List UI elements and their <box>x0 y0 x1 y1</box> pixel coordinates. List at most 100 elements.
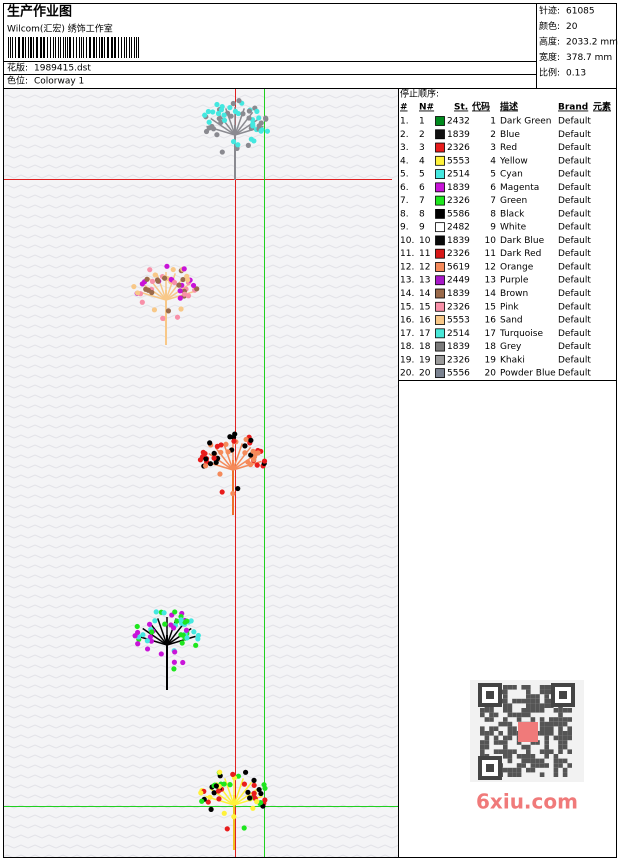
row-needle: 1 <box>419 117 425 127</box>
row-index: 20. <box>400 369 414 379</box>
row-brand: Default <box>558 130 591 140</box>
qr-module <box>489 726 494 731</box>
watermark: 6xiu.com <box>476 790 578 814</box>
row-code: 1 <box>490 117 496 127</box>
barcode-bar <box>55 37 56 58</box>
qr-module <box>558 740 563 745</box>
tree-branch <box>148 621 168 646</box>
tree-leaf <box>184 618 190 624</box>
row-stitches: 2482 <box>447 223 470 233</box>
row-index: 6. <box>400 183 409 193</box>
row-needle: 15 <box>419 302 430 312</box>
tree-leaf <box>158 651 164 657</box>
row-index: 3. <box>400 143 409 153</box>
row-brand: Default <box>558 183 591 193</box>
barcode-bar <box>129 37 130 58</box>
row-stitches: 2449 <box>447 276 470 286</box>
qr-module <box>489 731 494 736</box>
row-code: 12 <box>485 262 496 272</box>
qr-module <box>493 740 499 745</box>
qr-module <box>493 735 499 741</box>
row-index: 7. <box>400 196 409 206</box>
row-description: Blue <box>500 130 520 140</box>
qr-module <box>539 708 545 713</box>
row-brand: Default <box>558 209 591 219</box>
row-stitches: 2514 <box>447 329 470 339</box>
row-index: 13. <box>400 276 414 286</box>
qr-module <box>480 744 485 750</box>
barcode-bar <box>25 37 26 58</box>
row-index: 18. <box>400 342 414 352</box>
design-preview <box>131 98 270 850</box>
tree-leaf <box>224 826 230 832</box>
tree-leaf <box>256 123 262 129</box>
barcode-bar <box>30 37 32 58</box>
qr-module <box>544 749 549 754</box>
stat-label: 宽度: <box>539 51 560 63</box>
qr-module <box>526 703 531 708</box>
row-needle: 2 <box>419 130 425 140</box>
qr-module <box>516 717 522 722</box>
row-stitches: 2432 <box>447 117 470 127</box>
tree-leaf <box>218 442 224 448</box>
color-swatch <box>435 222 445 233</box>
tree-leaf <box>197 457 204 463</box>
tree-leaf <box>235 142 241 148</box>
qr-module <box>562 717 568 722</box>
barcode-bar <box>15 37 16 58</box>
color-swatch <box>435 301 445 312</box>
qr-module <box>503 694 508 699</box>
qr-finder-center <box>486 691 494 699</box>
tree-leaf <box>247 461 254 468</box>
qr-module <box>567 731 572 736</box>
row-code: 18 <box>485 342 497 352</box>
qr-module <box>558 726 563 731</box>
barcode-bar <box>121 37 122 58</box>
qr-module <box>503 703 508 708</box>
qr-module <box>480 731 485 736</box>
qr-module <box>507 708 513 713</box>
qr-module <box>503 767 508 773</box>
qr-module <box>503 721 508 727</box>
tree-leaf <box>227 434 233 440</box>
qr-module <box>558 763 563 768</box>
row-index: 2. <box>400 130 409 140</box>
tree-leaf <box>179 640 185 646</box>
tree-leaf <box>171 666 177 672</box>
tree-leaf <box>219 489 225 495</box>
row-code: 7 <box>490 196 496 206</box>
qr-module <box>539 685 545 690</box>
row-needle: 4 <box>419 156 425 166</box>
tree-leaf <box>227 105 233 111</box>
color-swatch <box>435 288 445 299</box>
tree-leaf <box>250 448 256 454</box>
row-needle: 6 <box>419 183 425 193</box>
qr-module <box>553 721 559 727</box>
row-stitches: 1839 <box>447 130 470 140</box>
tree-leaf <box>198 790 204 796</box>
qr-module <box>544 698 549 704</box>
stat-value: 61085 <box>566 7 595 17</box>
qr-module <box>539 726 545 731</box>
qr-module <box>516 740 522 745</box>
tree-leaf <box>176 282 182 288</box>
qr-module <box>539 763 545 768</box>
barcode-bar <box>134 37 135 58</box>
row-brand: Default <box>558 342 591 352</box>
tree-leaf <box>208 806 214 812</box>
tree-leaf <box>152 618 158 624</box>
qr-module <box>484 731 490 736</box>
row-stitches: 5553 <box>447 156 470 166</box>
row-needle: 9 <box>419 223 425 233</box>
tree-leaf <box>256 786 262 793</box>
tree-branch <box>232 446 252 471</box>
tree-leaf <box>262 797 268 803</box>
qr-module <box>480 749 485 754</box>
qr-module <box>567 735 572 741</box>
tree-leaf <box>178 617 184 623</box>
tree-leaf <box>211 455 217 461</box>
tree-leaf <box>254 108 260 114</box>
tree-leaf <box>221 810 227 816</box>
qr-module <box>535 698 540 704</box>
